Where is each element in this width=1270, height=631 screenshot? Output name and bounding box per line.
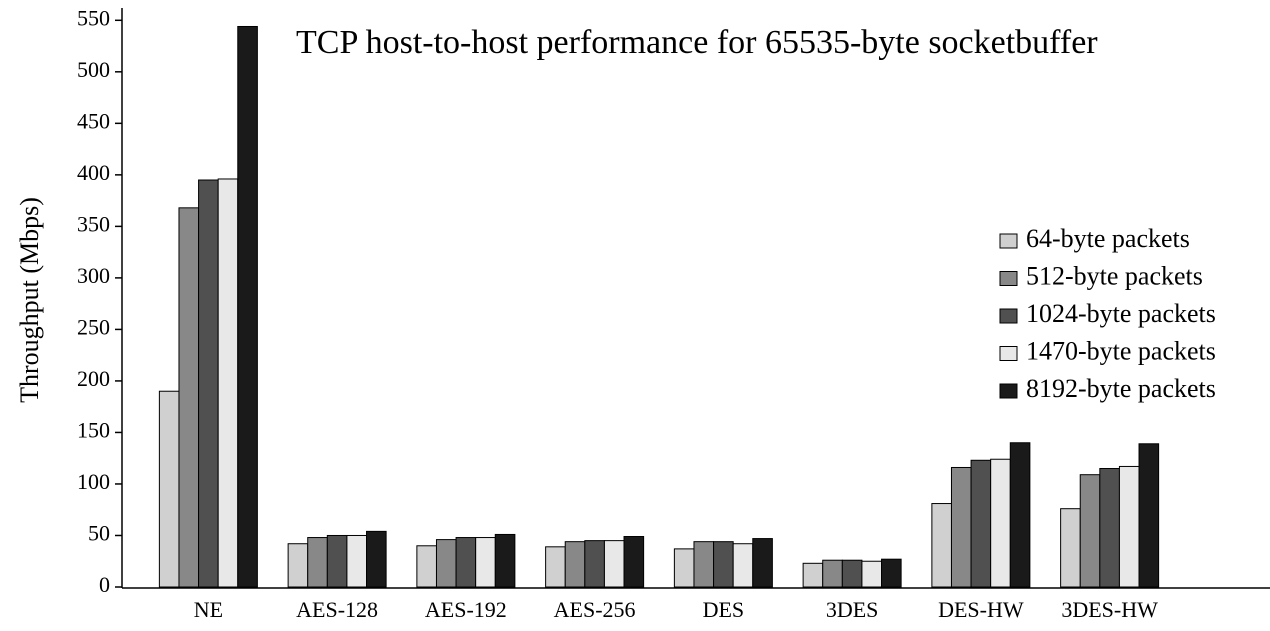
bar: [693, 541, 715, 588]
bar: [841, 559, 863, 588]
bar: [931, 503, 952, 588]
legend-swatch: [999, 271, 1018, 286]
y-axis-label: Throughput (Mbps): [15, 197, 44, 403]
y-tick-label: 50: [88, 521, 110, 546]
bar: [1079, 474, 1101, 588]
y-tick-label: 550: [77, 5, 110, 30]
x-tick-label: 3DES: [826, 597, 879, 622]
bar: [822, 559, 843, 588]
bar: [198, 179, 219, 588]
bar: [564, 541, 586, 588]
bar: [861, 560, 883, 588]
x-tick-label: 3DES-HW: [1061, 597, 1158, 622]
y-tick-label: 400: [77, 160, 110, 185]
bar: [475, 537, 496, 588]
x-tick-label: AES-192: [425, 597, 507, 622]
bar: [1060, 508, 1081, 588]
legend-label: 64-byte packets: [1026, 224, 1190, 253]
bar: [435, 539, 457, 588]
bar: [713, 541, 734, 588]
bar: [217, 178, 239, 588]
bar: [178, 207, 200, 588]
bar: [1138, 443, 1160, 588]
chart-title: TCP host-to-host performance for 65535-b…: [296, 24, 1098, 61]
bar: [346, 534, 368, 588]
bar: [1118, 465, 1140, 588]
x-tick-label: DES-HW: [938, 597, 1024, 622]
y-tick-label: 500: [77, 57, 110, 82]
x-tick-label: AES-256: [554, 597, 636, 622]
legend-swatch: [999, 233, 1018, 249]
bar: [881, 558, 902, 588]
legend-label: 1024-byte packets: [1026, 299, 1216, 328]
y-tick-label: 450: [77, 108, 110, 133]
bar: [287, 543, 309, 588]
bar: [1009, 442, 1031, 588]
bar: [416, 545, 437, 588]
legend-swatch: [999, 346, 1018, 361]
bar: [673, 548, 695, 588]
bar: [158, 390, 180, 588]
y-tick-label: 150: [77, 417, 110, 442]
x-tick-label: AES-128: [296, 597, 378, 622]
bar: [802, 562, 824, 588]
bar: [237, 25, 258, 588]
x-tick-label: DES: [703, 597, 745, 622]
bar: [1099, 468, 1120, 588]
bar: [752, 538, 773, 588]
bar: [603, 540, 625, 588]
bar: [494, 533, 516, 588]
y-tick-label: 100: [77, 469, 110, 494]
y-tick-label: 0: [99, 572, 110, 597]
bar: [990, 458, 1011, 588]
legend-swatch: [999, 308, 1018, 324]
y-tick-label: 350: [77, 211, 110, 236]
legend-label: 1470-byte packets: [1026, 336, 1216, 365]
legend-label: 512-byte packets: [1026, 261, 1203, 290]
bar: [307, 537, 328, 588]
legend-label: 8192-byte packets: [1026, 374, 1216, 403]
bar: [584, 540, 605, 588]
bar: [950, 466, 972, 588]
x-tick-label: NE: [194, 597, 223, 622]
legend-swatch: [999, 383, 1018, 399]
y-tick-label: 300: [77, 263, 110, 288]
bar: [326, 534, 348, 588]
bar: [366, 530, 387, 588]
y-tick-label: 200: [77, 366, 110, 391]
bar: [623, 536, 645, 588]
bar: [970, 459, 992, 588]
bar: [732, 543, 754, 588]
bar: [455, 537, 477, 588]
y-tick-label: 250: [77, 314, 110, 339]
bar: [545, 546, 566, 588]
